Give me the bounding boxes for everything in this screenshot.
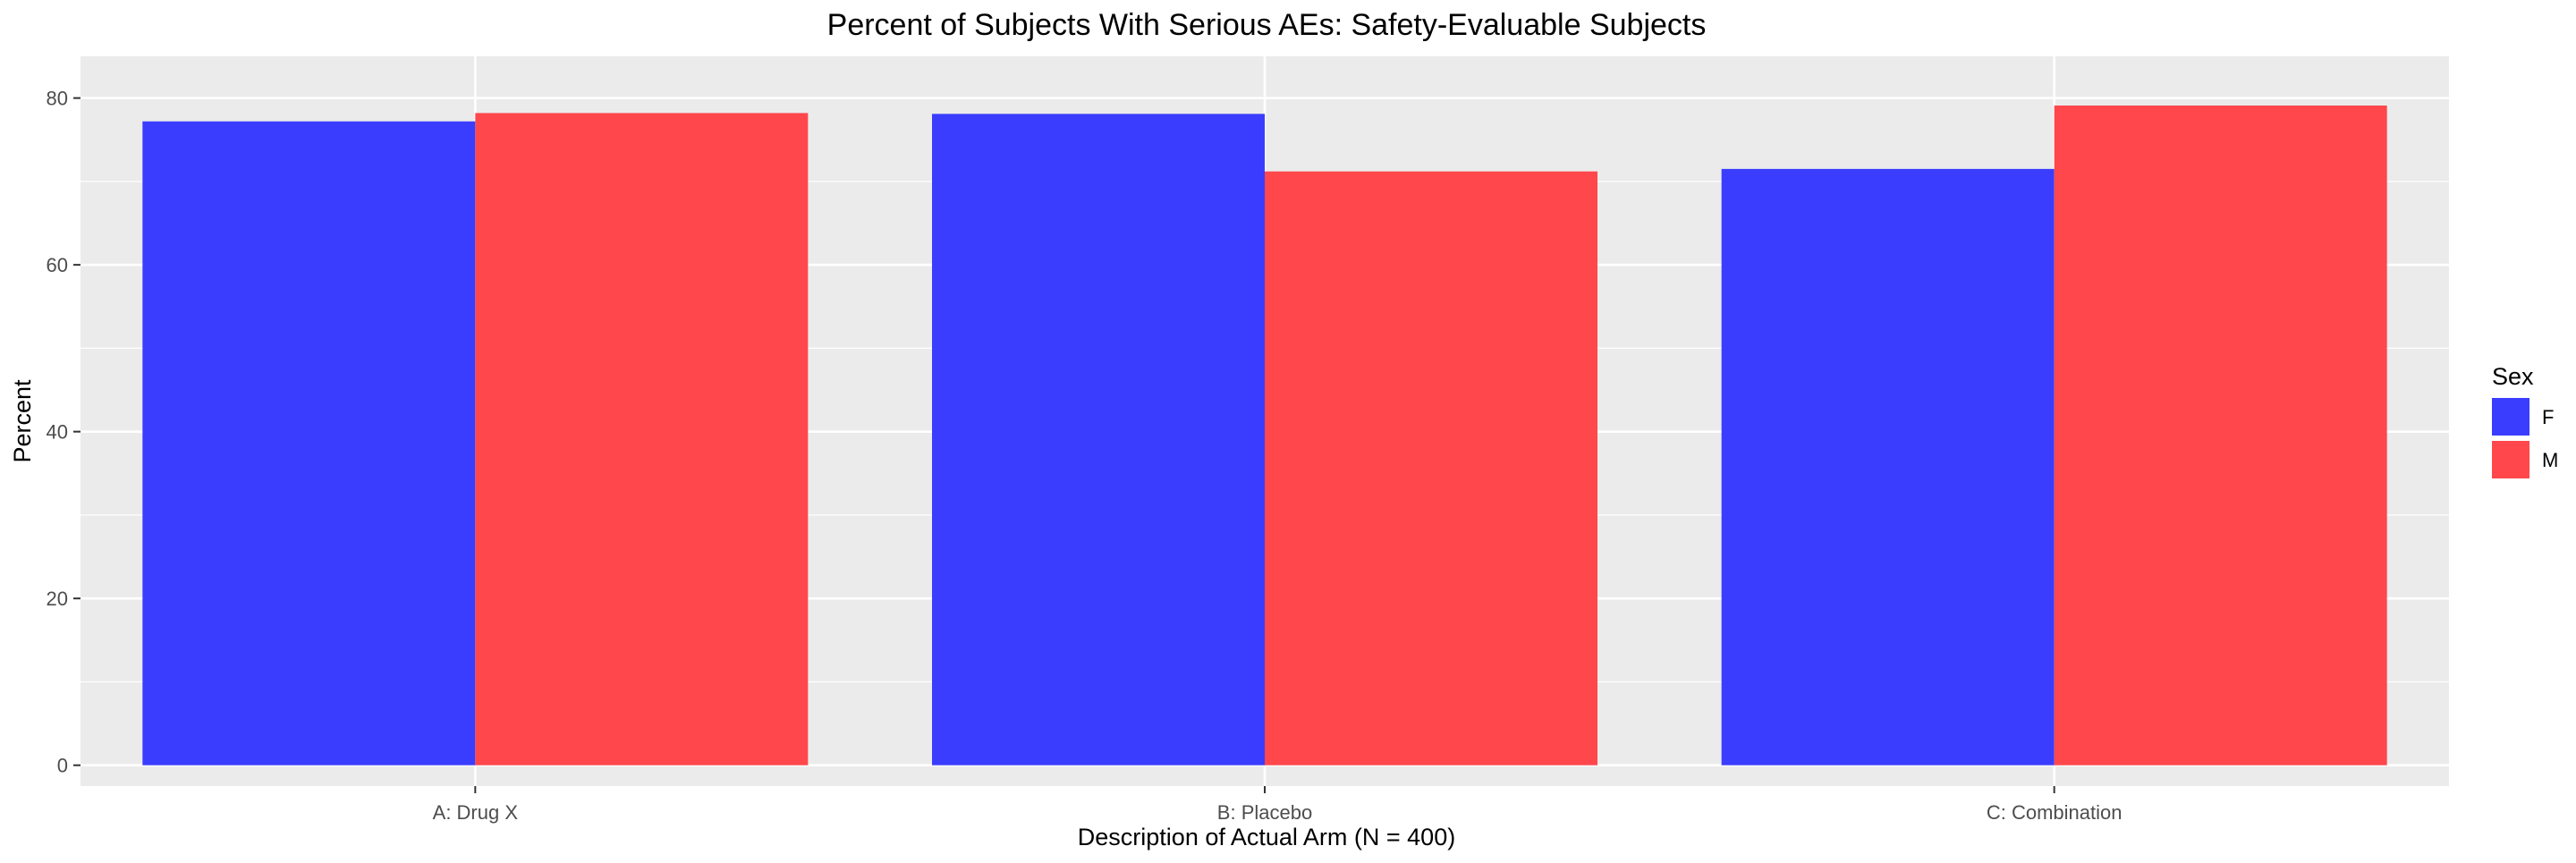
- y-axis-label: Percent: [9, 379, 36, 463]
- y-tick-label: 0: [57, 755, 68, 777]
- legend-items: FM: [2492, 398, 2558, 478]
- legend-title: Sex: [2492, 363, 2534, 390]
- x-tick-label: C: Combination: [1987, 801, 2123, 824]
- y-tick-label: 60: [47, 254, 68, 276]
- bar-M-2: [2054, 106, 2387, 766]
- legend-key-F: [2492, 398, 2529, 436]
- legend: Sex FM: [2492, 363, 2558, 478]
- bar-F-1: [932, 114, 1265, 766]
- x-tick-label: A: Drug X: [433, 801, 519, 824]
- bar-F-2: [1721, 168, 2055, 766]
- x-tick-label: B: Placebo: [1217, 801, 1312, 824]
- y-tick-label: 80: [47, 88, 68, 110]
- legend-label-M: M: [2542, 449, 2558, 471]
- bar-F-0: [142, 121, 476, 766]
- legend-label-F: F: [2542, 406, 2554, 428]
- x-axis-label: Description of Actual Arm (N = 400): [1078, 824, 1455, 850]
- bar-M-0: [475, 113, 809, 766]
- axes: 0 20 40 60 80 A: Drug X B: Placebo C: Combinati…: [47, 88, 2123, 824]
- bar-M-1: [1265, 171, 1597, 766]
- y-tick-label: 40: [47, 421, 68, 444]
- bars: [142, 106, 2387, 766]
- y-tick-label: 20: [47, 588, 68, 610]
- legend-key-M: [2492, 441, 2529, 478]
- chart-title: Percent of Subjects With Serious AEs: Sa…: [827, 8, 1707, 42]
